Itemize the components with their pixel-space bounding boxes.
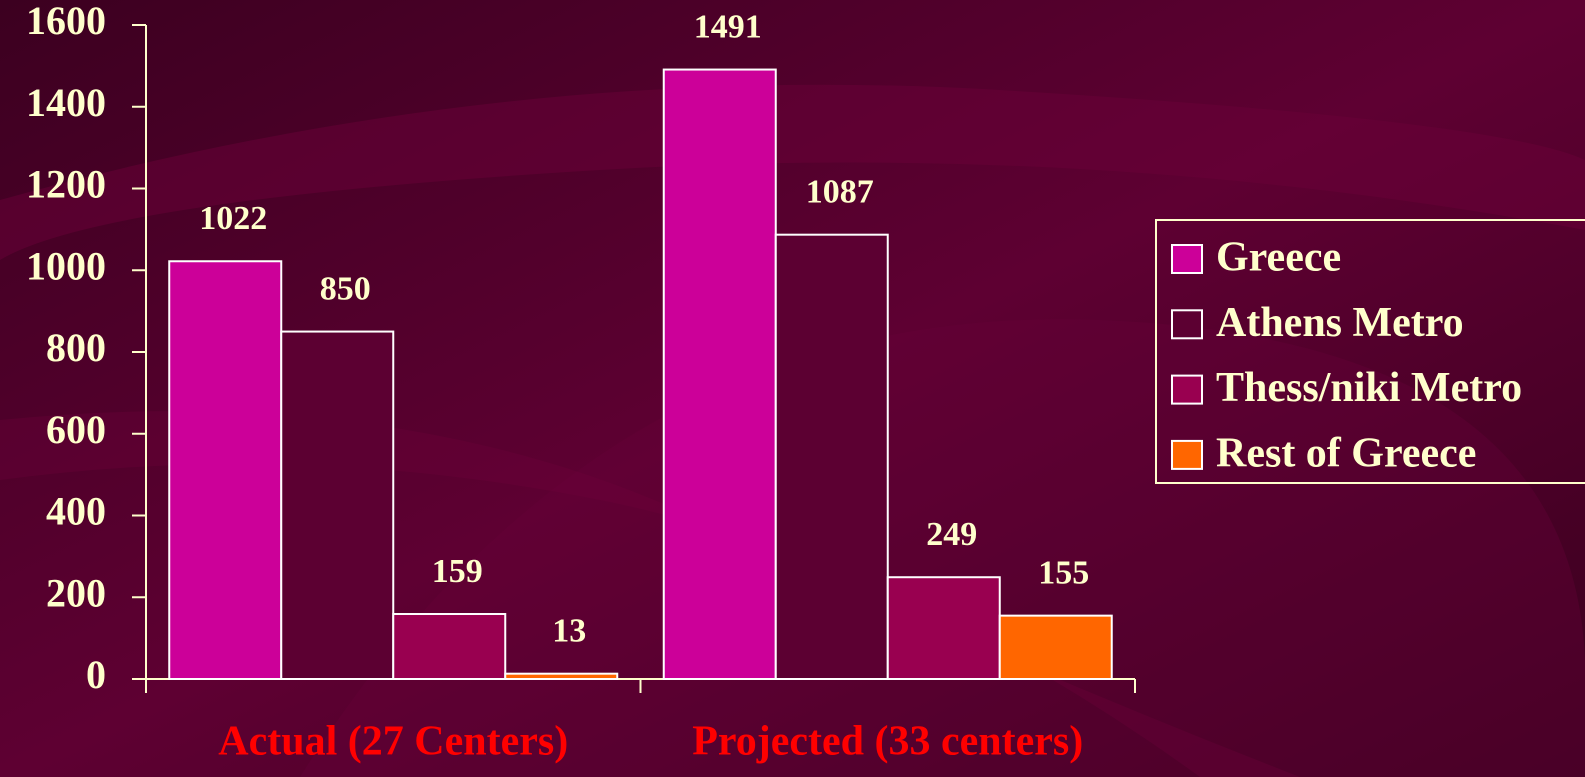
bar (168, 260, 283, 680)
value-label: 1491 (694, 8, 762, 45)
legend-swatch (1171, 309, 1203, 340)
legend-label: Greece (1216, 235, 1341, 281)
y-tick-label: 1200 (26, 162, 106, 207)
value-label: 850 (320, 270, 371, 307)
decoration (300, 319, 1585, 777)
y-tick-label: 0 (86, 652, 106, 697)
bar (998, 614, 1113, 680)
value-label: 13 (552, 612, 586, 649)
value-label: 159 (432, 553, 483, 590)
y-tick-label: 1600 (26, 0, 106, 43)
legend-label: Thess/niki Metro (1216, 365, 1522, 411)
x-tick-label: Projected (33 centers) (692, 719, 1083, 765)
legend-swatch (1171, 374, 1203, 405)
x-tick-label: Actual (27 Centers) (218, 719, 568, 765)
bar (504, 672, 619, 681)
legend-label: Rest of Greece (1216, 431, 1476, 477)
y-tick-label: 600 (46, 407, 106, 452)
y-tick-label: 200 (46, 570, 106, 615)
decoration (0, 84, 1585, 261)
bar (280, 330, 395, 680)
y-tick-label: 400 (46, 489, 106, 534)
y-tick-label: 1000 (26, 243, 106, 288)
legend-box (1155, 219, 1585, 484)
decoration (0, 411, 1300, 777)
y-tick-label: 800 (46, 325, 106, 370)
value-label: 1022 (199, 200, 267, 237)
bar (392, 613, 507, 680)
legend-label: Athens Metro (1216, 300, 1464, 346)
bar (886, 576, 1001, 680)
value-label: 249 (926, 516, 977, 553)
bar (774, 233, 889, 680)
value-label: 1087 (806, 173, 874, 210)
bar (662, 68, 777, 680)
legend-swatch (1171, 439, 1203, 470)
y-tick-label: 1400 (26, 80, 106, 125)
value-label: 155 (1038, 554, 1089, 591)
legend-swatch (1171, 244, 1203, 274)
